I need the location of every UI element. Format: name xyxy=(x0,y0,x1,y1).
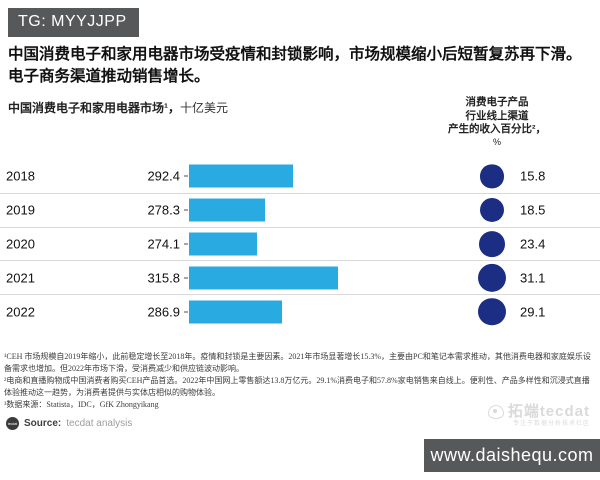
right-axis-unit: % xyxy=(492,136,501,147)
right-axis-line-3: 产生的收入百分比²， xyxy=(448,123,546,136)
row-bubble xyxy=(478,297,506,326)
row-percent-label: 31.1 xyxy=(520,270,546,286)
row-percent-label: 29.1 xyxy=(520,304,546,320)
row-bubble xyxy=(477,263,507,292)
left-axis-unit: 十亿美元 xyxy=(180,101,229,115)
row-percent-label: 15.8 xyxy=(520,168,546,184)
row-bar xyxy=(189,164,293,188)
row-bubble xyxy=(480,164,504,188)
footnote-3: ³数据来源：Statista，IDC，GfK Zhongyikang xyxy=(4,400,159,409)
row-percent-label: 23.4 xyxy=(520,236,546,252)
row-bubble xyxy=(479,231,505,257)
row-tick-mark xyxy=(184,175,188,178)
url-badge: www.daishequ.com xyxy=(424,439,600,472)
row-value-label: 278.3 xyxy=(147,202,180,218)
watermark-brand: 拓端tecdat xyxy=(507,403,590,420)
chart-row: 2019 278.3 18.5 xyxy=(0,194,600,228)
chart-row: 2018 292.4 15.8 xyxy=(0,160,600,194)
watermark: 拓端tecdat 专注于数据分析技术社区 xyxy=(415,404,590,427)
right-axis-header: 消费电子产品 行业线上渠道 产生的收入百分比²， % xyxy=(437,96,557,149)
footnote-1: ¹CEH 市场规模自2019年缩小，此前稳定增长至2018年。疫情和封锁是主要因… xyxy=(4,352,591,373)
row-tick-mark xyxy=(184,310,188,313)
row-value-label: 315.8 xyxy=(147,270,180,286)
page-title: 中国消费电子和家用电器市场受疫情和封锁影响，市场规模缩小后短暂复苏再下滑。电子商… xyxy=(8,46,582,85)
chart-row: 2020 274.1 23.4 xyxy=(0,228,600,262)
chart-row: 2022 286.9 29.1 xyxy=(0,295,600,328)
row-percent-label: 18.5 xyxy=(520,202,546,218)
row-year-label: 2021 xyxy=(6,270,35,286)
source-value: tecdat analysis xyxy=(66,418,133,429)
row-year-label: 2019 xyxy=(6,202,35,218)
footnotes-block: ¹CEH 市场规模自2019年缩小，此前稳定增长至2018年。疫情和封锁是主要因… xyxy=(4,351,596,411)
left-axis-title: 中国消费电子和家用电器市场¹， xyxy=(8,101,180,115)
row-tick-mark xyxy=(184,242,188,245)
tecdat-logo-icon: tecdat xyxy=(6,417,19,430)
row-tick-mark xyxy=(184,209,188,212)
source-row: tecdat Source: tecdat analysis xyxy=(6,417,132,430)
chart-rows: 2018 292.4 15.8 2019 278.3 18.5 2020 274… xyxy=(0,160,600,328)
row-tick-mark xyxy=(184,276,188,279)
row-value-label: 274.1 xyxy=(147,236,180,252)
footnote-2: ²电商和直播购物成中国消费者购买CEH产品首选。2022年中国网上零售额达13.… xyxy=(4,376,590,397)
right-axis-line-2: 行业线上渠道 xyxy=(465,109,529,122)
left-axis-header: 中国消费电子和家用电器市场¹，十亿美元 xyxy=(8,99,228,116)
source-label: Source: xyxy=(24,418,62,429)
watermark-tagline: 专注于数据分析技术社区 xyxy=(512,420,590,427)
row-bubble xyxy=(479,198,504,223)
row-bar xyxy=(189,232,257,256)
row-value-label: 292.4 xyxy=(147,168,180,184)
row-year-label: 2018 xyxy=(6,168,35,184)
row-bar xyxy=(189,198,265,222)
row-year-label: 2020 xyxy=(6,236,35,252)
row-bar xyxy=(189,266,338,290)
tg-channel-badge: TG: MYYJJPP xyxy=(8,8,139,37)
row-year-label: 2022 xyxy=(6,304,35,320)
right-axis-line-1: 消费电子产品 xyxy=(465,96,529,108)
row-bar xyxy=(189,300,282,324)
row-value-label: 286.9 xyxy=(147,304,180,320)
chart-row: 2021 315.8 31.1 xyxy=(0,261,600,296)
weibo-icon xyxy=(487,404,504,419)
